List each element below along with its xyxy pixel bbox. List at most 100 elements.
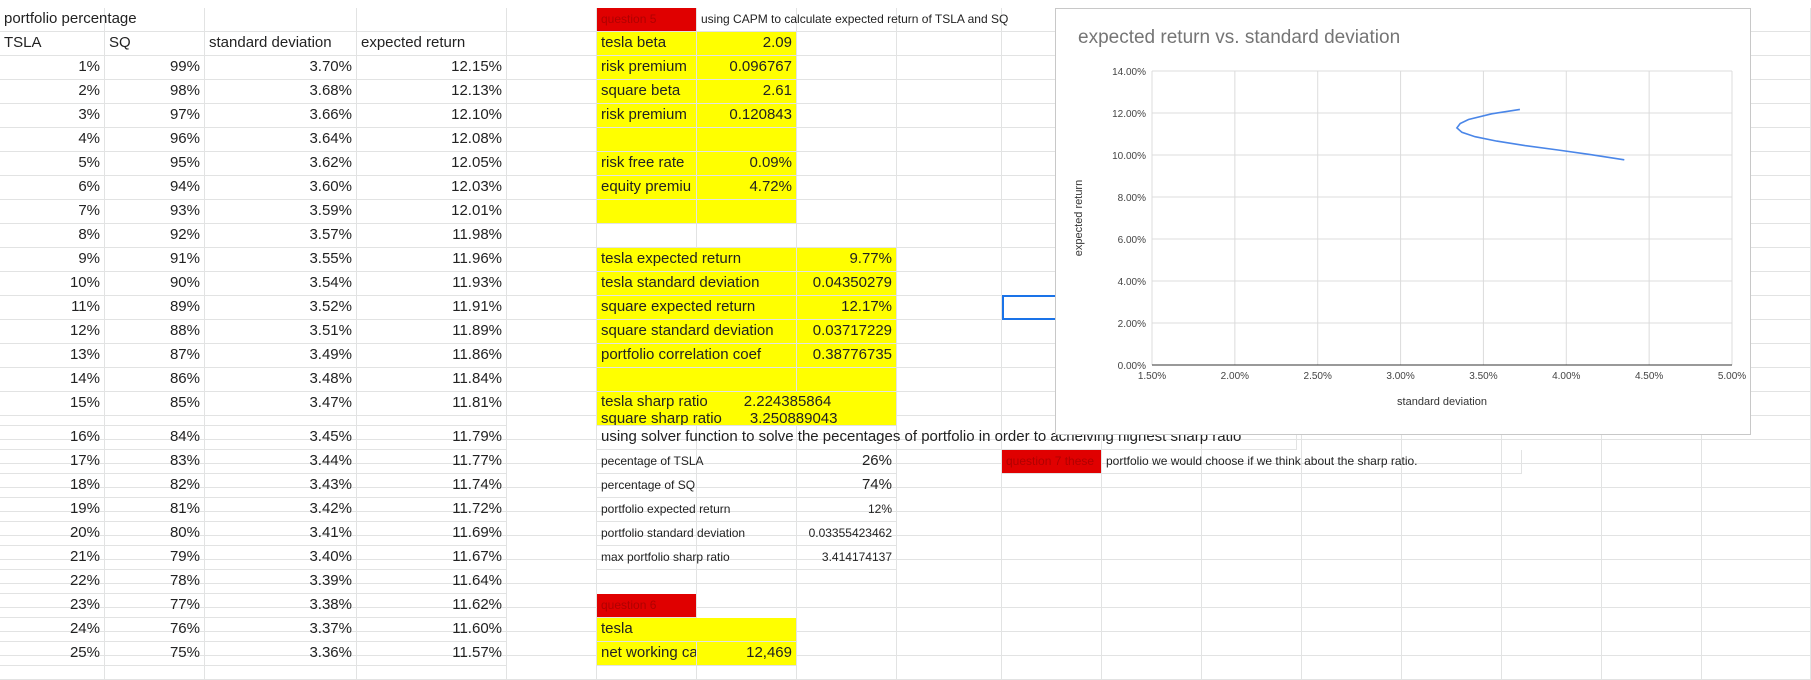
empty-cell[interactable] (1002, 608, 1102, 632)
question-5-title[interactable]: using CAPM to calculate expected return … (697, 8, 1057, 32)
empty-cell[interactable] (1602, 536, 1702, 560)
solver-value-cell[interactable]: 26% (797, 450, 897, 474)
empty-cell[interactable] (897, 272, 1002, 296)
net-working-capital-label[interactable]: net working ca (597, 642, 697, 666)
empty-cell[interactable] (1302, 536, 1402, 560)
empty-cell[interactable] (1102, 464, 1202, 488)
std-dev-cell[interactable]: 3.41% (205, 522, 357, 546)
empty-cell[interactable] (1402, 440, 1502, 464)
tsla-pct-cell[interactable]: 7% (0, 200, 105, 224)
expected-return-cell[interactable]: 11.96% (357, 248, 507, 272)
empty-cell[interactable] (697, 560, 797, 584)
capm-value-cell[interactable] (697, 200, 797, 224)
empty-cell[interactable] (897, 512, 1002, 536)
empty-cell[interactable] (1702, 512, 1811, 536)
sq-pct-cell[interactable]: 79% (105, 546, 205, 570)
expected-return-cell[interactable]: 11.74% (357, 474, 507, 498)
empty-cell[interactable] (507, 32, 597, 56)
empty-cell[interactable] (597, 512, 697, 536)
std-dev-cell[interactable]: 3.52% (205, 296, 357, 320)
expected-return-cell[interactable]: 11.81% (357, 392, 507, 426)
capm-label-cell[interactable]: tesla beta (597, 32, 697, 56)
std-dev-cell[interactable]: 3.47% (205, 392, 357, 426)
empty-cell[interactable] (1002, 560, 1102, 584)
empty-cell[interactable] (1502, 536, 1602, 560)
empty-cell[interactable] (1502, 440, 1602, 464)
tsla-pct-cell[interactable]: 15% (0, 392, 105, 426)
empty-cell[interactable] (797, 584, 897, 608)
empty-cell[interactable] (1602, 488, 1702, 512)
tsla-pct-cell[interactable]: 6% (0, 176, 105, 200)
capm-value-cell[interactable]: 0.120843 (697, 104, 797, 128)
expected-return-cell[interactable]: 12.10% (357, 104, 507, 128)
sq-pct-cell[interactable]: 90% (105, 272, 205, 296)
empty-cell[interactable] (1702, 560, 1811, 584)
sharpe-ratio-block[interactable]: tesla sharp ratio 2.224385864 square sharp… (597, 392, 897, 426)
empty-cell[interactable] (507, 512, 597, 536)
empty-cell[interactable] (1102, 536, 1202, 560)
expected-return-cell[interactable]: 11.89% (357, 320, 507, 344)
empty-cell[interactable] (597, 464, 697, 488)
tsla-pct-cell[interactable]: 13% (0, 344, 105, 368)
empty-cell[interactable] (1702, 608, 1811, 632)
capm-label-cell[interactable]: equity premiu (597, 176, 697, 200)
expected-return-cell[interactable]: 12.15% (357, 56, 507, 80)
capm-value-cell[interactable]: 4.72% (697, 176, 797, 200)
empty-cell[interactable] (1502, 488, 1602, 512)
empty-cell[interactable] (507, 368, 597, 392)
sq-pct-cell[interactable]: 75% (105, 642, 205, 666)
expected-return-cell[interactable]: 11.64% (357, 570, 507, 594)
empty-cell[interactable] (1002, 488, 1102, 512)
std-dev-cell[interactable]: 3.54% (205, 272, 357, 296)
capm-value-cell[interactable]: 0.09% (697, 152, 797, 176)
empty-cell[interactable] (1302, 440, 1402, 464)
empty-cell[interactable] (797, 32, 897, 56)
empty-cell[interactable] (897, 608, 1002, 632)
empty-cell[interactable] (797, 224, 897, 248)
stats-label-cell[interactable]: square standard deviation (597, 320, 797, 344)
stats-value-cell[interactable]: 0.04350279 (797, 272, 897, 296)
std-dev-cell[interactable]: 3.60% (205, 176, 357, 200)
empty-cell[interactable] (1602, 512, 1702, 536)
solver-value-cell[interactable]: 0.03355423462 (797, 522, 897, 546)
sq-pct-cell[interactable]: 76% (105, 618, 205, 642)
sq-pct-cell[interactable]: 87% (105, 344, 205, 368)
empty-cell[interactable] (1502, 464, 1602, 488)
empty-cell[interactable] (507, 272, 597, 296)
empty-cell[interactable] (897, 584, 1002, 608)
capm-label-cell[interactable] (597, 200, 697, 224)
question-5-tag[interactable]: question 5 (597, 8, 697, 32)
empty-cell[interactable] (897, 104, 1002, 128)
empty-cell[interactable] (897, 296, 1002, 320)
empty-cell[interactable] (897, 416, 1002, 440)
stats-label-cell[interactable]: tesla expected return (597, 248, 797, 272)
empty-cell[interactable] (1202, 584, 1302, 608)
net-working-capital-value[interactable]: 12,469 (697, 642, 797, 666)
col-header-tsla[interactable]: TSLA (0, 32, 105, 56)
empty-cell[interactable] (1202, 608, 1302, 632)
empty-cell[interactable] (1002, 536, 1102, 560)
sq-pct-cell[interactable]: 78% (105, 570, 205, 594)
empty-cell[interactable] (697, 416, 797, 440)
empty-cell[interactable] (1302, 464, 1402, 488)
empty-cell[interactable] (507, 392, 597, 416)
empty-cell[interactable] (507, 200, 597, 224)
tsla-pct-cell[interactable]: 17% (0, 450, 105, 474)
empty-cell[interactable] (797, 608, 897, 632)
empty-cell[interactable] (1002, 632, 1102, 656)
expected-return-cell[interactable]: 11.62% (357, 594, 507, 618)
empty-cell[interactable] (897, 176, 1002, 200)
empty-cell[interactable] (507, 440, 597, 464)
stats-label-cell[interactable] (597, 368, 797, 392)
expected-return-cell[interactable]: 11.60% (357, 618, 507, 642)
expected-return-cell[interactable]: 12.13% (357, 80, 507, 104)
empty-cell[interactable] (1702, 488, 1811, 512)
empty-cell[interactable] (797, 104, 897, 128)
tsla-pct-cell[interactable]: 9% (0, 248, 105, 272)
expected-return-cell[interactable]: 12.03% (357, 176, 507, 200)
empty-cell[interactable] (597, 536, 697, 560)
empty-cell[interactable] (897, 248, 1002, 272)
empty-cell[interactable] (1102, 608, 1202, 632)
sq-pct-cell[interactable]: 77% (105, 594, 205, 618)
empty-cell[interactable] (1302, 608, 1402, 632)
